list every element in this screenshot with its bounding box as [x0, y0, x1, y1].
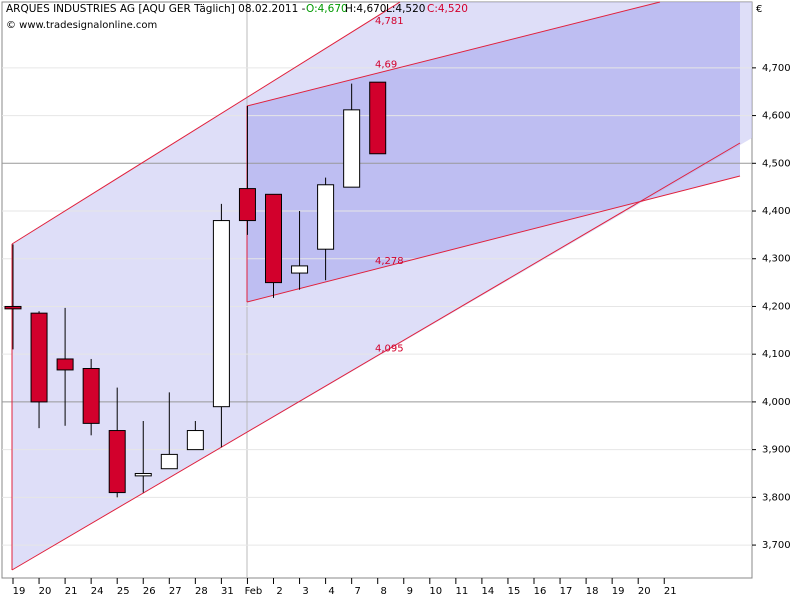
- candle-body: [30, 312, 48, 403]
- x-tick-label: 16: [534, 586, 547, 597]
- annotation: 4,095: [375, 344, 404, 355]
- x-tick-label: 14: [482, 586, 495, 597]
- x-tick-label: 20: [39, 586, 52, 597]
- candle-body: [212, 220, 230, 408]
- x-tick-label: 26: [143, 586, 156, 597]
- x-tick-label: 28: [195, 586, 208, 597]
- x-tick-label: 17: [560, 586, 573, 597]
- annotation: 4,278: [375, 256, 404, 267]
- candle-body: [160, 453, 178, 470]
- candle-body: [186, 430, 204, 451]
- candle-body: [343, 109, 361, 188]
- x-tick-label: 27: [169, 586, 182, 597]
- candle-body: [369, 81, 387, 155]
- y-tick-label: 3,800: [762, 492, 791, 503]
- inner-channel: [247, 2, 740, 302]
- y-tick-label: 4,500: [762, 158, 791, 169]
- y-tick-label: 4,400: [762, 206, 791, 217]
- x-tick-label: 31: [221, 586, 234, 597]
- x-tick-label: 7: [354, 586, 360, 597]
- candle-body: [134, 472, 152, 477]
- close-label: C:4,520: [427, 3, 468, 15]
- candle-body: [4, 305, 22, 310]
- x-tick-label: 8: [381, 586, 387, 597]
- candle-body: [265, 193, 282, 284]
- x-tick-label: 2: [276, 586, 282, 597]
- y-tick-label: 4,700: [762, 63, 791, 74]
- x-tick-label: 4: [328, 586, 334, 597]
- channel-line: [11, 1, 401, 245]
- candle-body: [317, 184, 335, 250]
- x-tick-label: 21: [65, 586, 78, 597]
- candle-body: [56, 358, 74, 371]
- x-tick-label: 18: [586, 586, 599, 597]
- header-title: ARQUES INDUSTRIES AG [AQU GER Täglich] 0…: [6, 3, 306, 15]
- annotation: 4,781: [375, 16, 404, 27]
- x-tick-label: 10: [429, 586, 442, 597]
- annotation: 4,69: [375, 60, 397, 71]
- x-tick-label: 19: [612, 586, 625, 597]
- x-tick-label: 11: [455, 586, 468, 597]
- y-tick-label: 4,000: [762, 397, 791, 408]
- channel-line: [246, 1, 661, 107]
- x-tick-label: 21: [664, 586, 677, 597]
- high-label: H:4,670: [345, 3, 387, 15]
- x-tick-label: 9: [407, 586, 413, 597]
- y-tick-label: 3,700: [762, 540, 791, 551]
- channel-line: [11, 142, 741, 571]
- low-label: L:4,520: [386, 3, 425, 15]
- x-tick-label: 24: [91, 586, 104, 597]
- x-tick-label: 20: [638, 586, 651, 597]
- x-tick-label: 15: [508, 586, 521, 597]
- candle-body: [238, 188, 256, 222]
- y-tick-label: 4,600: [762, 111, 791, 122]
- source: © www.tradesignalonline.com: [6, 20, 157, 31]
- y-tick-label: 3,900: [762, 445, 791, 456]
- channel-line: [246, 175, 741, 303]
- x-tick-label: 19: [13, 586, 26, 597]
- x-tick-label: Feb: [245, 586, 263, 597]
- open-label: O:4,670: [306, 3, 348, 15]
- y-tick-label: 4,100: [762, 349, 791, 360]
- y-tick-label: 4,300: [762, 254, 791, 265]
- currency: €: [756, 4, 762, 15]
- candle-body: [291, 265, 309, 274]
- candle-body: [82, 368, 100, 424]
- x-tick-label: 25: [117, 586, 130, 597]
- y-tick-label: 4,200: [762, 301, 791, 312]
- x-tick-label: 3: [302, 586, 308, 597]
- candle-body: [108, 430, 126, 494]
